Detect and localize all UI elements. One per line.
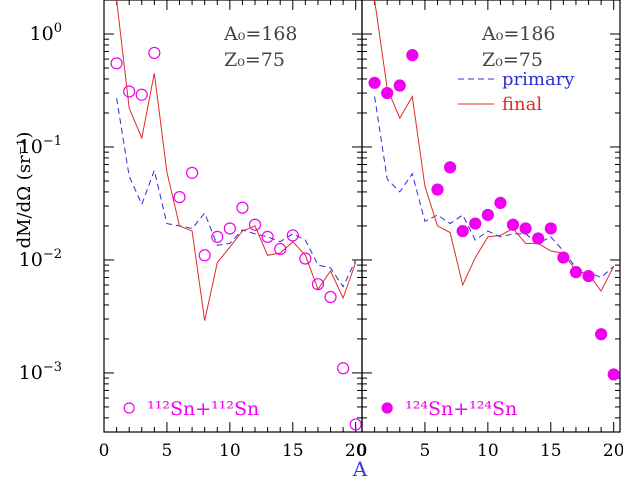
x-tick-label: 20 [603, 441, 623, 461]
x-tick-label: 15 [282, 441, 304, 461]
data-point [381, 86, 394, 100]
data-point [406, 49, 419, 62]
data-point [211, 230, 224, 243]
data-point [223, 222, 236, 235]
y-axis-label: dM/dΩ (sr⁻¹) [14, 132, 35, 249]
y-tick-label: 100 [30, 21, 62, 45]
data-point [456, 225, 469, 238]
data-point [248, 218, 262, 231]
panel-frame [361, 0, 621, 433]
data-point [337, 362, 350, 375]
data-point [286, 229, 299, 242]
data-point [494, 196, 507, 209]
data-point [324, 290, 337, 304]
data-point [443, 161, 457, 174]
legend-label-primary: primary [502, 69, 575, 90]
panel-right: 0 5 10 15 20 A₀=186 Z₀=75 ¹²⁴Sn+¹²⁴Sn primary fin… [357, 0, 623, 461]
data-point [274, 242, 287, 256]
reaction-label: ¹¹²Sn+¹¹²Sn [147, 398, 259, 420]
data-point [123, 85, 136, 98]
y-tick-label: 10−1 [19, 134, 62, 158]
data-point [135, 88, 148, 101]
data-point [311, 278, 325, 291]
annotation-a0: A₀=186 [481, 23, 556, 45]
data-point [198, 249, 211, 262]
series-line-final [116, 0, 357, 321]
y-tick-exponent: −1 [43, 134, 62, 149]
reaction-marker [381, 402, 393, 414]
x-tick-label: 10 [477, 441, 499, 461]
reaction-marker [123, 402, 135, 414]
x-axis-label: A [352, 457, 368, 481]
x-tick-label: 0 [357, 441, 368, 461]
data-point [431, 183, 444, 196]
data-point [368, 76, 381, 89]
x-tick-label: 15 [540, 441, 562, 461]
data-point [481, 208, 494, 222]
data-point [349, 418, 362, 431]
x-tick-label: 5 [162, 441, 173, 461]
y-tick-label: 10−3 [19, 360, 62, 384]
annotation-z0: Z₀=75 [224, 49, 285, 71]
reaction-label: ¹²⁴Sn+¹²⁴Sn [405, 398, 517, 420]
y-tick-exponent: −2 [43, 247, 62, 262]
x-tick-label: 0 [99, 441, 110, 461]
data-point [299, 252, 312, 265]
x-tick-label: 20 [345, 441, 367, 461]
series-line-primary [374, 96, 615, 279]
data-point [595, 328, 608, 341]
data-point [519, 222, 532, 235]
y-tick-label: 10−2 [19, 247, 62, 271]
annotation-z0: Z₀=75 [482, 49, 543, 71]
y-tick-exponent: 0 [54, 21, 62, 36]
legend-label-final: final [502, 94, 542, 115]
panel-left: 0 5 10 15 20 100 10−1 10−2 10−3 A₀=168 Z₀=75 ¹¹²Sn+… [19, 0, 367, 461]
data-point [261, 230, 274, 243]
data-point [582, 269, 595, 283]
x-tick-label: 10 [219, 441, 241, 461]
data-point [236, 201, 249, 214]
data-point [393, 79, 406, 92]
data-point [469, 217, 482, 230]
data-point [532, 232, 545, 245]
data-point [148, 46, 161, 60]
data-point [506, 218, 520, 231]
data-point [185, 166, 199, 179]
data-point [110, 57, 123, 70]
data-point [544, 222, 557, 235]
series-line-primary [116, 98, 357, 288]
data-point [557, 251, 570, 264]
annotation-a0: A₀=168 [223, 23, 298, 45]
data-point [607, 368, 620, 381]
x-tick-label: 5 [420, 441, 431, 461]
y-tick-exponent: −3 [43, 360, 62, 375]
data-point [173, 191, 186, 204]
data-point [569, 266, 583, 279]
